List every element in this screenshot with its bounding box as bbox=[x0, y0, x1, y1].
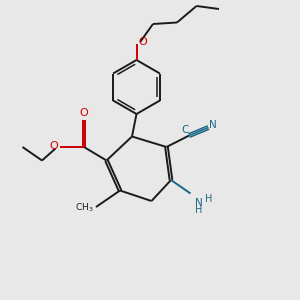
Text: O: O bbox=[80, 108, 88, 118]
Text: H: H bbox=[195, 205, 203, 215]
Text: N: N bbox=[195, 198, 203, 208]
Text: N: N bbox=[209, 119, 217, 130]
Text: O: O bbox=[139, 37, 148, 47]
Text: O: O bbox=[49, 141, 58, 152]
Text: H: H bbox=[205, 194, 212, 205]
Text: CH$_3$: CH$_3$ bbox=[75, 201, 94, 214]
Text: C: C bbox=[182, 124, 189, 135]
